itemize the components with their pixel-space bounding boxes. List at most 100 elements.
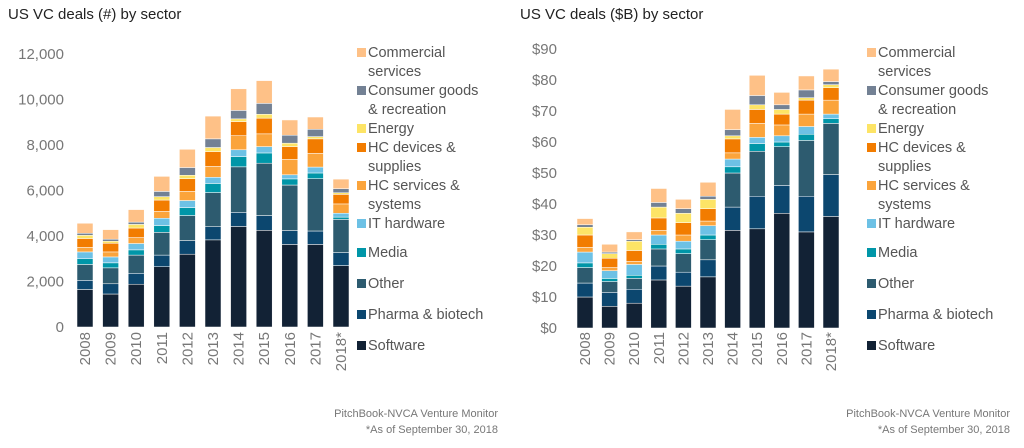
legend-swatch [867,48,876,57]
bar-segment-hc-devices-and-supplies [773,113,791,126]
legend-swatch [867,124,876,133]
bar-segment-energy [675,213,692,223]
bar-stack-2011 [153,176,171,328]
bar-segment-it-hardware [153,218,171,226]
bar-segment-hc-devices-and-supplies [601,258,618,268]
bar-segment-consumer-goods-and-recreation [822,81,840,85]
bar-segment-software [625,302,643,329]
x-tick-label: 2018* [823,332,840,371]
bar-segment-hc-devices-and-supplies [625,250,643,262]
legend-swatch [357,310,366,319]
bar-segment-hc-services-and-systems [699,220,717,226]
bar-stack-2015 [255,80,273,328]
bar-segment-other [650,248,668,267]
bar-segment-hc-devices-and-supplies [179,178,196,192]
x-tick-label: 2008 [77,332,94,365]
bar-segment-it-hardware [625,264,643,276]
legend-label: Energy [368,121,414,137]
bar-stack-2017 [798,75,815,329]
y-tick-label: 0 [56,319,64,336]
bar-segment-pharma-and-biotech [255,215,273,231]
bar-segment-other [576,267,594,284]
date-footnote: *As of September 30, 2018 [365,424,498,436]
bar-segment-other [230,166,247,213]
bar-stack-2018 [332,178,350,328]
x-tick-label: 2017 [798,332,815,365]
bar-segment-consumer-goods-and-recreation [675,208,692,214]
bar-segment-media [230,156,247,168]
legend-swatch [867,143,876,152]
chart-title: US VC deals ($B) by sector [520,6,704,23]
bar-segment-it-hardware [332,213,350,218]
legend-label: HC devices & [878,140,966,156]
bar-segment-hc-devices-and-supplies [255,117,273,135]
y-tick-label: $40 [532,196,557,213]
bar-segment-hc-devices-and-supplies [576,234,594,248]
bar-segment-it-hardware [281,174,299,180]
bar-segment-it-hardware [127,243,145,251]
bar-segment-it-hardware [675,240,692,250]
bar-segment-media [332,216,350,220]
y-tick-label: $60 [532,134,557,151]
x-tick-label: 2009 [103,332,120,365]
y-tick-label: 12,000 [18,46,64,63]
bar-segment-commercial-services [307,116,324,130]
bar-segment-hc-devices-and-supplies [699,208,717,222]
deal-count-chart-panel: US VC deals (#) by sector 0 2,000 4,000 6,0… [8,6,498,436]
bar-segment-it-hardware [773,135,791,143]
bar-segment-it-hardware [576,251,594,264]
bar-stack-2012 [675,199,692,329]
bar-segment-media [307,172,324,179]
legend-label: HC devices & [368,140,456,156]
bar-segment-pharma-and-biotech [230,212,247,227]
bar-segment-commercial-services [601,244,618,253]
legend-item-media: Media [357,244,483,263]
bar-segment-commercial-services [773,92,791,106]
bar-segment-pharma-and-biotech [748,196,766,230]
bar-segment-consumer-goods-and-recreation [773,104,791,110]
bar-segment-commercial-services [204,115,222,140]
bar-segment-media [281,178,299,186]
bar-segment-other [773,146,791,186]
x-tick-label: 2015 [749,332,766,365]
bar-segment-consumer-goods-and-recreation [724,129,741,137]
bar-segment-software [127,283,145,328]
x-tick-label: 2017 [307,332,324,365]
bar-segment-consumer-goods-and-recreation [255,103,273,115]
bar-segment-it-hardware [650,234,668,245]
bar-segment-commercial-services [675,199,692,209]
bar-segment-software [650,279,668,329]
bar-segment-consumer-goods-and-recreation [699,196,717,200]
x-tick-label: 2015 [256,332,273,365]
x-tick-label: 2011 [154,332,171,364]
legend-label: HC services & [368,178,460,194]
bar-segment-consumer-goods-and-recreation [650,202,668,208]
legend-swatch [357,124,366,133]
bar-segment-software [822,216,840,329]
bar-segment-it-hardware [798,126,815,135]
bar-segment-hc-devices-and-supplies [76,238,94,248]
bar-segment-energy [601,253,618,259]
bar-segment-media [127,249,145,256]
bar-segment-pharma-and-biotech [798,196,815,233]
bar-segment-hc-services-and-systems [822,99,840,115]
bar-segment-energy [76,235,94,239]
bar-segment-software [576,296,594,329]
bar-segment-it-hardware [724,158,741,168]
legend-swatch [867,310,876,319]
bar-segment-hc-devices-and-supplies [153,199,171,212]
legend-item-software: Software [867,337,993,356]
chart-legend: Commercial services Consumer goods & recrea… [867,44,993,356]
bar-segment-pharma-and-biotech [675,271,692,287]
bar-stack-2015 [748,75,766,329]
bar-segment-consumer-goods-and-recreation [127,221,145,225]
bar-segment-other [255,162,273,216]
bar-segment-other [601,281,618,293]
bar-segment-commercial-services [822,68,840,82]
bar-segment-hc-devices-and-supplies [798,99,815,115]
legend-swatch [357,279,366,288]
bar-segment-other [307,178,324,232]
x-tick-label: 2009 [602,332,619,365]
legend-label: Other [878,276,915,292]
bar-segment-energy [255,114,273,119]
